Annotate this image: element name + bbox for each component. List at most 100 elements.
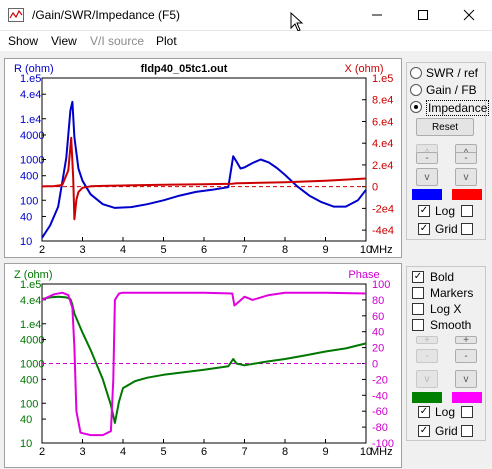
bottom-right-tick-label: 100 xyxy=(372,279,390,291)
top-log-checkbox[interactable]: ✓ xyxy=(418,205,430,217)
bottom-right-offset-button[interactable]: - xyxy=(455,349,477,363)
bottom-x-tick-label: 5 xyxy=(160,446,166,458)
bottom-x-tick-label: 6 xyxy=(201,446,207,458)
top-right-offset-button[interactable]: - xyxy=(455,152,477,164)
close-button[interactable] xyxy=(446,0,492,30)
bottom-right-tick-label: 20 xyxy=(372,343,384,355)
bottom-left-axis-label: Z (ohm) xyxy=(14,269,53,281)
top-x-tick-label: 7 xyxy=(241,244,247,256)
bottom-x-tick-label: 2 xyxy=(39,446,45,458)
top-right-tick-label: -4e4 xyxy=(372,225,394,237)
app-chart-icon xyxy=(8,8,24,22)
top-left-tick-label: 100 xyxy=(20,195,38,207)
bottom-right-tick-label: -40 xyxy=(372,390,388,402)
bottom-grid-checkbox[interactable]: ✓ xyxy=(418,425,430,437)
bottom-right-tick-label: -100 xyxy=(372,438,394,450)
top-right-tick-label: 8.e4 xyxy=(372,95,393,107)
bottom-right-scale-down-button[interactable]: v xyxy=(455,370,477,388)
menu-view[interactable]: View xyxy=(51,34,77,48)
bottom-left-offset-button[interactable]: - xyxy=(416,349,438,363)
top-right-tick-label: 2.e4 xyxy=(372,160,393,172)
top-series-r-ohm xyxy=(41,100,367,239)
top-grid-right-checkbox[interactable] xyxy=(461,223,473,235)
bottom-left-tick-label: 400 xyxy=(20,374,38,386)
top-right-tick-label: -2e4 xyxy=(372,203,394,215)
bottom-x-tick-label: 10 xyxy=(360,446,372,458)
top-x-tick-label: 10 xyxy=(360,244,372,256)
bottom-x-tick-label: 4 xyxy=(120,446,126,458)
logx-checkbox[interactable] xyxy=(412,303,424,315)
bottom-plot-options xyxy=(406,266,486,441)
phase-color-swatch[interactable] xyxy=(452,392,482,403)
mouse-cursor-icon xyxy=(290,12,304,32)
top-series-x-ohm xyxy=(41,136,367,221)
r-color-swatch[interactable] xyxy=(412,189,442,200)
menu-vi-source[interactable]: V/I source xyxy=(90,34,145,48)
top-right-scale-down-button[interactable]: v xyxy=(455,168,477,186)
bottom-left-tick-label: 100 xyxy=(20,398,38,410)
bottom-right-tick-label: 40 xyxy=(372,327,384,339)
bottom-left-tick-label: 4.e4 xyxy=(20,295,41,307)
menu-plot[interactable]: Plot xyxy=(156,34,177,48)
top-left-tick-label: 4000 xyxy=(20,130,44,142)
bottom-chart-panel xyxy=(4,263,402,468)
bottom-left-scale-down-button[interactable]: v xyxy=(416,370,438,388)
top-left-tick-label: 1.e4 xyxy=(20,114,41,126)
top-log-label: Log xyxy=(435,204,456,218)
radio-impedance[interactable] xyxy=(410,101,422,113)
top-left-axis-label: R (ohm) xyxy=(14,63,54,75)
radio-swr[interactable] xyxy=(410,67,422,79)
maximize-icon xyxy=(418,10,428,20)
top-x-tick-label: 3 xyxy=(79,244,85,256)
bottom-grid-right-checkbox[interactable] xyxy=(461,425,473,437)
top-x-tick-label: 8 xyxy=(282,244,288,256)
radio-impedance-label: Impedance xyxy=(426,100,490,116)
top-right-tick-label: 6.e4 xyxy=(372,116,393,128)
top-chart-panel xyxy=(4,58,402,258)
menu-show[interactable]: Show xyxy=(8,34,39,48)
top-chart-title: fldp40_05tc1.out xyxy=(141,63,228,75)
bottom-right-tick-label: -60 xyxy=(372,406,388,418)
x-color-swatch[interactable] xyxy=(452,189,482,200)
bottom-right-tick-label: 60 xyxy=(372,311,384,323)
bottom-log-label: Log xyxy=(435,405,456,419)
top-grid-checkbox[interactable]: ✓ xyxy=(418,223,430,235)
smooth-checkbox[interactable] xyxy=(412,319,424,331)
bottom-left-scale-up-button[interactable]: + xyxy=(416,335,438,346)
reset-button[interactable]: Reset xyxy=(416,118,474,136)
top-x-unit-label: MHz xyxy=(370,244,393,256)
bottom-log-checkbox[interactable]: ✓ xyxy=(418,406,430,418)
z-color-swatch[interactable] xyxy=(412,392,442,403)
bottom-log-right-checkbox[interactable] xyxy=(461,406,473,418)
markers-checkbox[interactable] xyxy=(412,287,424,299)
bottom-x-tick-label: 3 xyxy=(79,446,85,458)
menu-bar: Show View V/I source Plot xyxy=(0,31,492,51)
bottom-x-tick-label: 8 xyxy=(282,446,288,458)
maximize-button[interactable] xyxy=(400,0,446,30)
bottom-right-scale-up-button[interactable]: + xyxy=(455,335,477,346)
top-x-tick-label: 4 xyxy=(120,244,126,256)
top-left-offset-button[interactable]: - xyxy=(416,152,438,164)
bottom-series-phase xyxy=(41,291,367,437)
top-x-tick-label: 6 xyxy=(201,244,207,256)
top-log-right-checkbox[interactable] xyxy=(461,205,473,217)
close-icon xyxy=(463,9,475,21)
top-right-tick-label: 4.e4 xyxy=(372,138,393,150)
bottom-x-unit-label: MHz xyxy=(370,446,393,458)
minimize-button[interactable] xyxy=(354,0,400,30)
radio-gain-label: Gain / FB xyxy=(426,83,477,97)
top-left-tick-label: 1000 xyxy=(20,155,44,167)
bottom-right-axis-label: Phase xyxy=(348,269,379,281)
top-left-tick-label: 4.e4 xyxy=(20,89,41,101)
top-grid-label: Grid xyxy=(435,222,458,236)
bottom-left-tick-label: 10 xyxy=(20,438,32,450)
top-left-tick-label: 1.e5 xyxy=(20,73,41,85)
top-x-tick-label: 5 xyxy=(160,244,166,256)
title-bar: /Gain/SWR/Impedance (F5) xyxy=(0,0,492,32)
top-left-scale-down-button[interactable]: v xyxy=(416,168,438,186)
radio-gain[interactable] xyxy=(410,84,422,96)
bottom-x-tick-label: 7 xyxy=(241,446,247,458)
bottom-left-tick-label: 1.e5 xyxy=(20,279,41,291)
bold-checkbox[interactable]: ✓ xyxy=(412,271,424,283)
logx-label: Log X xyxy=(430,302,462,316)
